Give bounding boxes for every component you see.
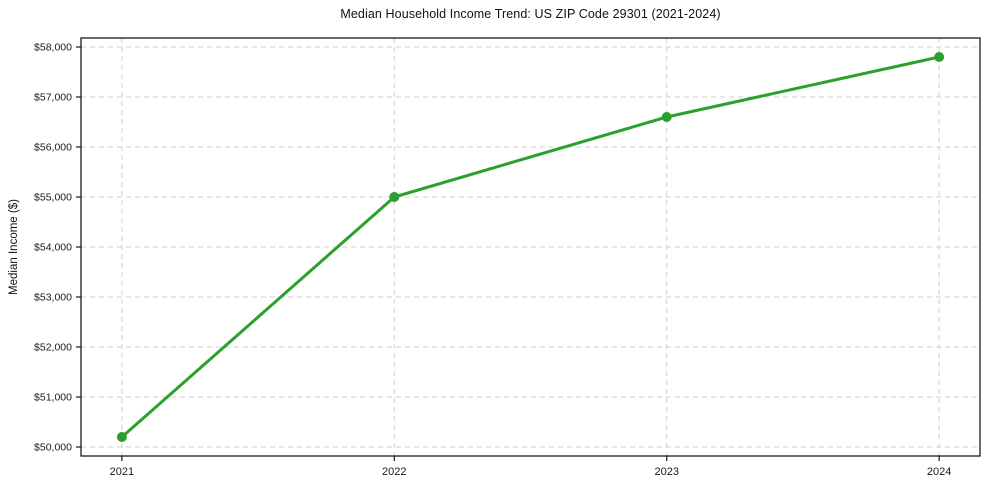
y-tick-label: $55,000 <box>34 192 72 204</box>
y-tick-label: $52,000 <box>34 342 72 354</box>
y-tick-label: $56,000 <box>34 142 72 154</box>
data-point <box>661 112 672 122</box>
data-point <box>389 192 400 202</box>
y-tick-label: $57,000 <box>34 92 72 104</box>
axes-frame <box>80 37 981 457</box>
x-tick-label: 2023 <box>654 466 678 478</box>
trend-line <box>120 55 940 439</box>
y-tick-label: $53,000 <box>34 292 72 304</box>
y-tick-label: $58,000 <box>34 42 72 54</box>
data-point <box>934 52 945 62</box>
x-tick-label: 2021 <box>110 466 134 478</box>
x-tick-label: 2024 <box>927 466 951 478</box>
x-tick-label: 2022 <box>382 466 406 478</box>
data-point <box>116 432 127 442</box>
y-tick-label: $50,000 <box>34 442 72 454</box>
chart-title: Median Household Income Trend: US ZIP Co… <box>340 7 721 21</box>
y-tick-label: $54,000 <box>34 242 72 254</box>
y-tick-label: $51,000 <box>34 392 72 404</box>
